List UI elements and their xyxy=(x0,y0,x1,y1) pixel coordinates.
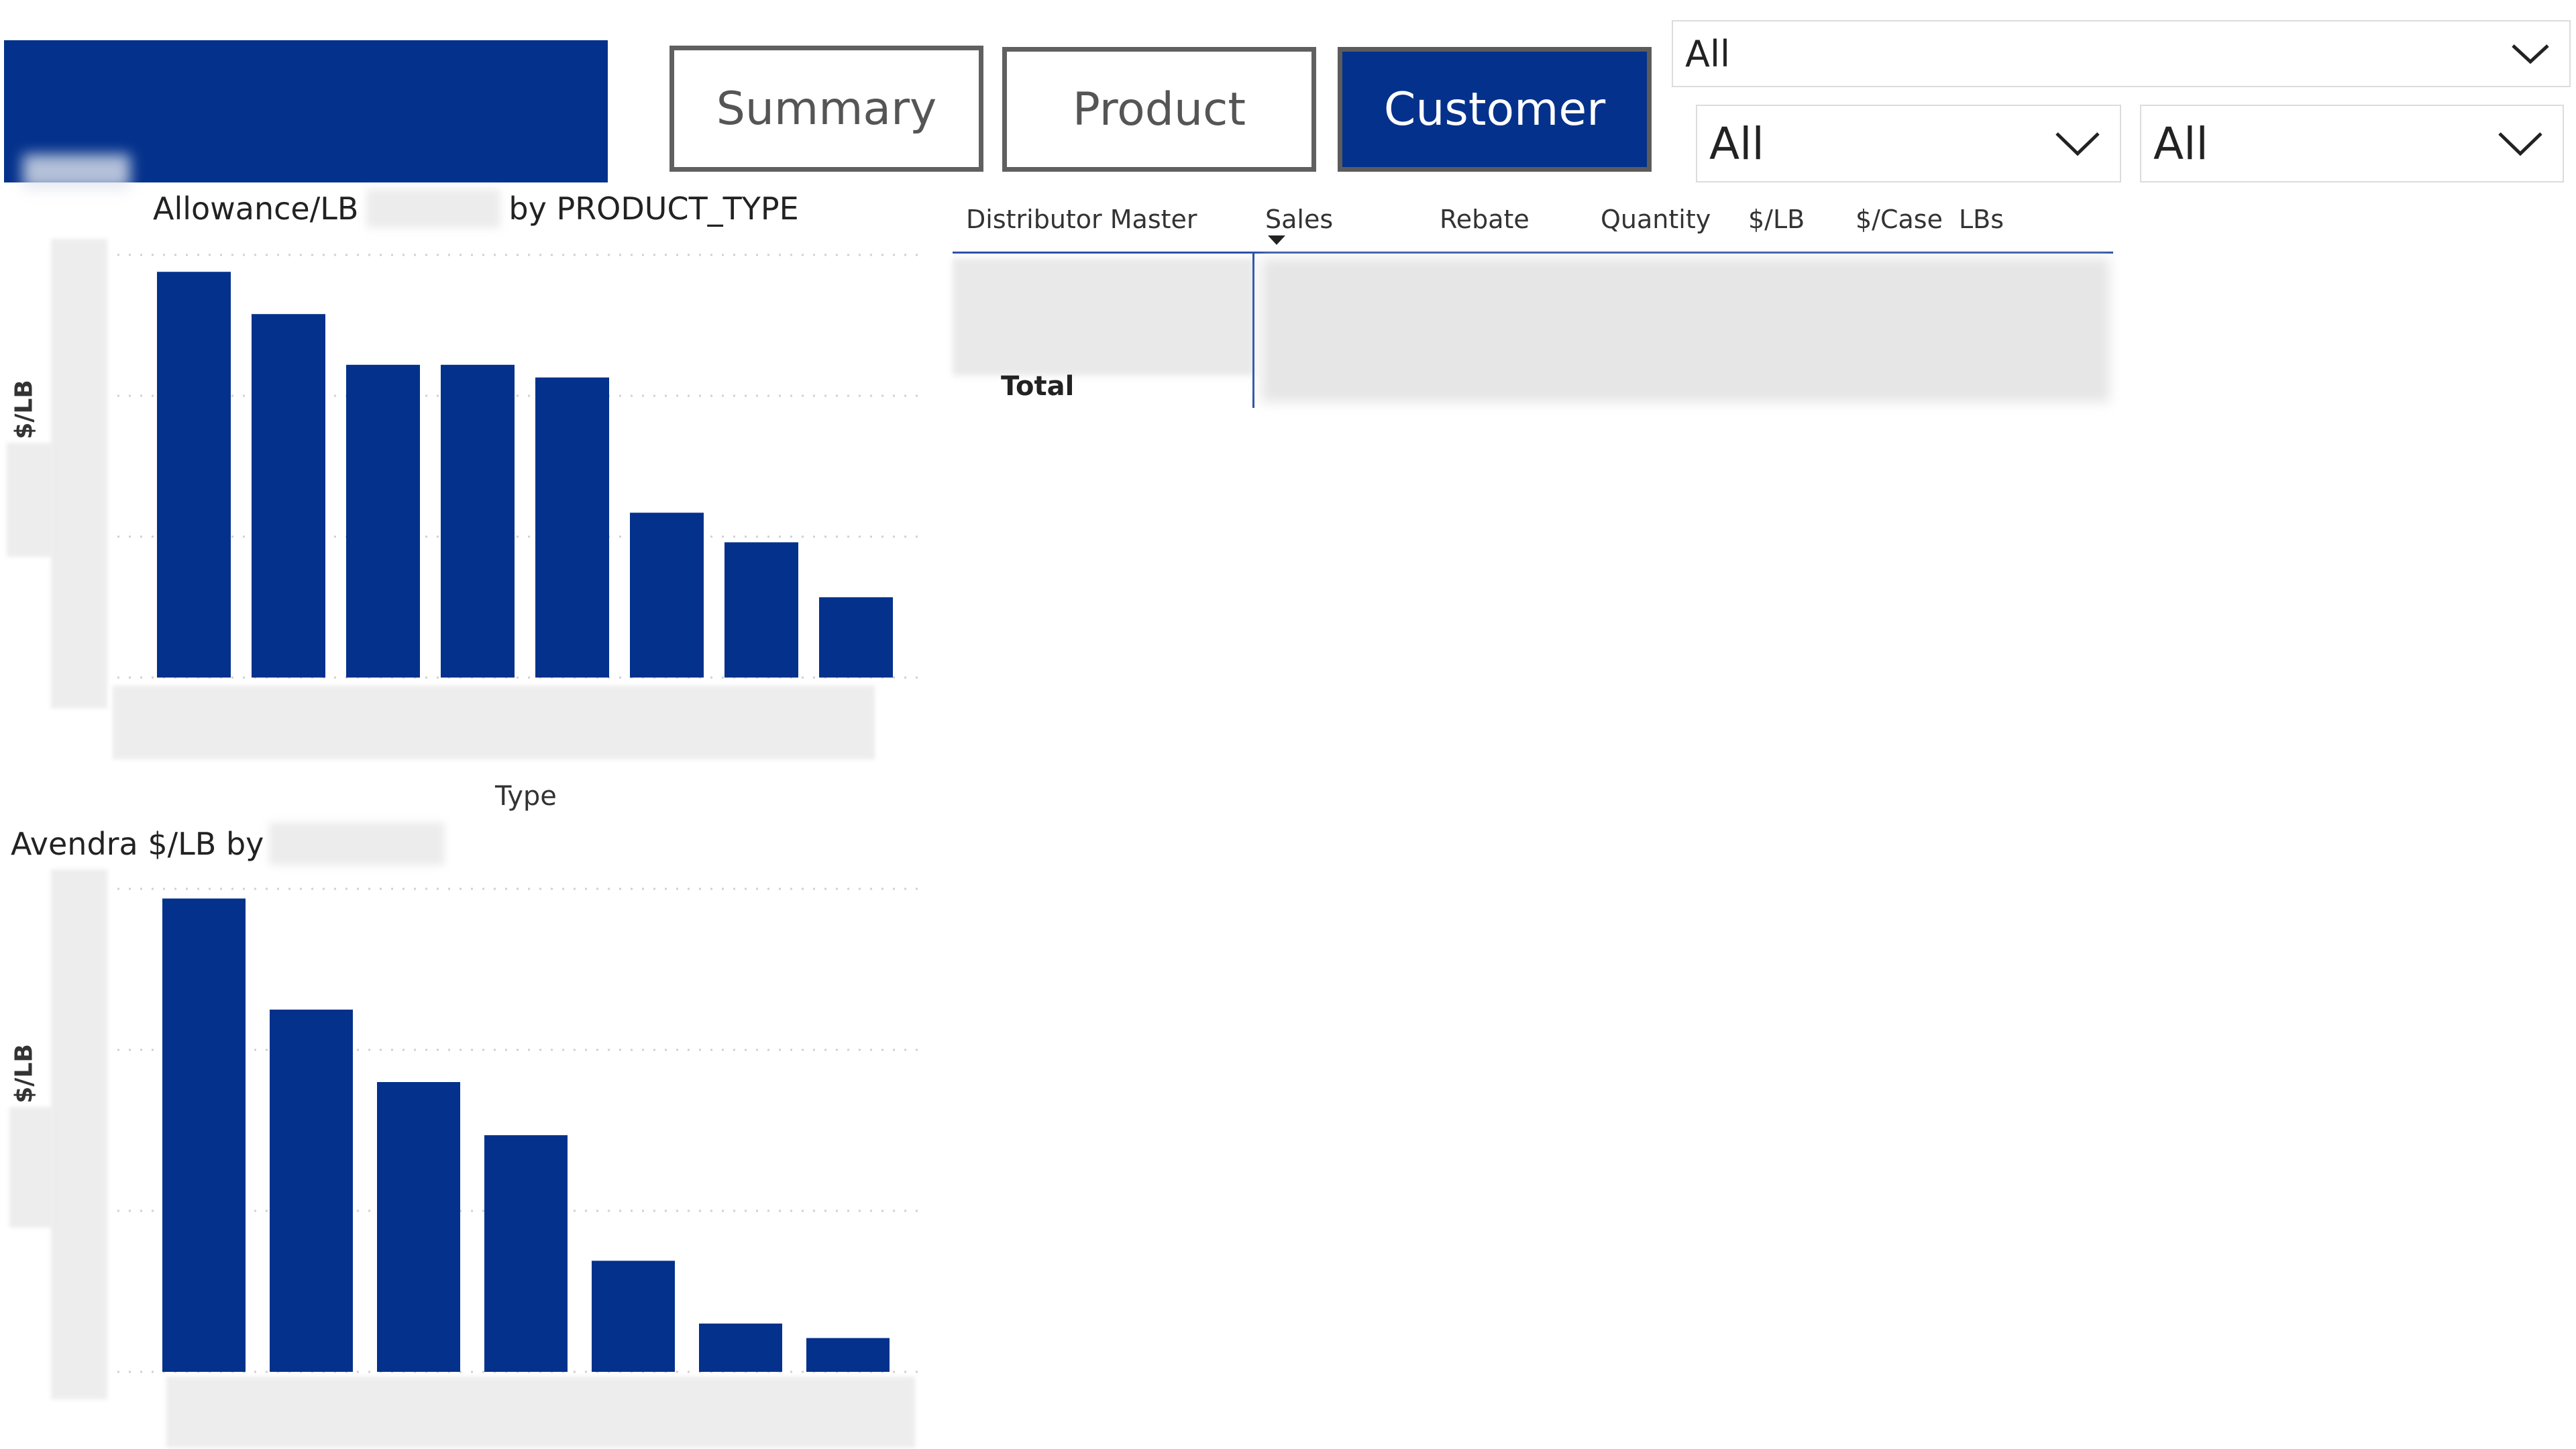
chart-2-y-tick-labels xyxy=(51,869,107,1399)
chevron-down-icon xyxy=(2498,132,2542,156)
chart-2-title-text: Avendra $/LB by xyxy=(11,826,264,862)
distributor-matrix-table: Distributor Master Sales Rebate Quantity… xyxy=(953,191,2113,419)
summary-button[interactable]: Summary xyxy=(669,46,983,172)
header-divider xyxy=(953,252,2113,254)
redacted-text xyxy=(366,189,501,228)
chart-1-bar-8[interactable] xyxy=(819,597,893,678)
chart-2-title: Avendra $/LB by xyxy=(11,822,445,865)
slicer-value: All xyxy=(2153,117,2208,170)
column-header-sales[interactable]: Sales xyxy=(1265,205,1334,234)
column-header-per-case[interactable]: $/Case xyxy=(1856,205,1943,234)
chart-1-y-tick-labels xyxy=(51,239,107,708)
column-header-lbs[interactable]: LBs xyxy=(1959,205,2004,234)
customer-button[interactable]: Customer xyxy=(1338,47,1652,172)
row-header-divider xyxy=(1252,254,1254,408)
chart-2-y-label: $/LB xyxy=(10,1044,38,1104)
chart-1-bar-1[interactable] xyxy=(157,272,231,678)
slicer-value: All xyxy=(1709,117,1764,170)
filter-slicer-3[interactable]: All xyxy=(2140,105,2564,182)
logo-icon xyxy=(23,154,130,189)
chart-1-bar-5[interactable] xyxy=(535,377,609,678)
chart-1-bar-6[interactable] xyxy=(630,513,704,678)
chart-1-y-label-extra xyxy=(7,443,54,557)
total-row-label: Total xyxy=(1001,371,1075,402)
chart-2-x-tick-labels xyxy=(166,1377,915,1448)
slicer-value: All xyxy=(1685,32,1730,75)
chart-1-bar-2[interactable] xyxy=(252,314,325,678)
chart-1-x-tick-labels xyxy=(113,686,875,759)
column-header-rebate[interactable]: Rebate xyxy=(1440,205,1529,234)
column-header-quantity[interactable]: Quantity xyxy=(1601,205,1711,234)
chart-1-bar-4[interactable] xyxy=(441,364,515,678)
column-header-per-lb[interactable]: $/LB xyxy=(1748,205,1805,234)
product-button[interactable]: Product xyxy=(1002,47,1316,172)
chart-1-x-title: Type xyxy=(495,781,557,812)
chevron-down-icon xyxy=(2055,132,2100,156)
filter-slicer-2[interactable]: All xyxy=(1696,105,2121,182)
sort-descending-icon[interactable] xyxy=(1267,234,1287,246)
table-values-redacted xyxy=(1261,258,2110,402)
chart-2-y-label-extra xyxy=(9,1107,54,1228)
filter-slicer-1[interactable]: All xyxy=(1672,20,2571,87)
redacted-text xyxy=(269,822,445,865)
chart-1-title-text: Allowance/LB xyxy=(153,191,359,227)
chart-1-title-suffix: by PRODUCT_TYPE xyxy=(508,191,799,227)
chart-1-bar-7[interactable] xyxy=(724,542,798,678)
column-header-distributor-master[interactable]: Distributor Master xyxy=(966,205,1197,234)
chevron-down-icon xyxy=(2512,44,2549,64)
chart-1-bar-3[interactable] xyxy=(346,364,420,678)
distributor-row-labels xyxy=(953,258,1254,376)
chart-1-title: Allowance/LB by PRODUCT_TYPE xyxy=(153,189,799,228)
